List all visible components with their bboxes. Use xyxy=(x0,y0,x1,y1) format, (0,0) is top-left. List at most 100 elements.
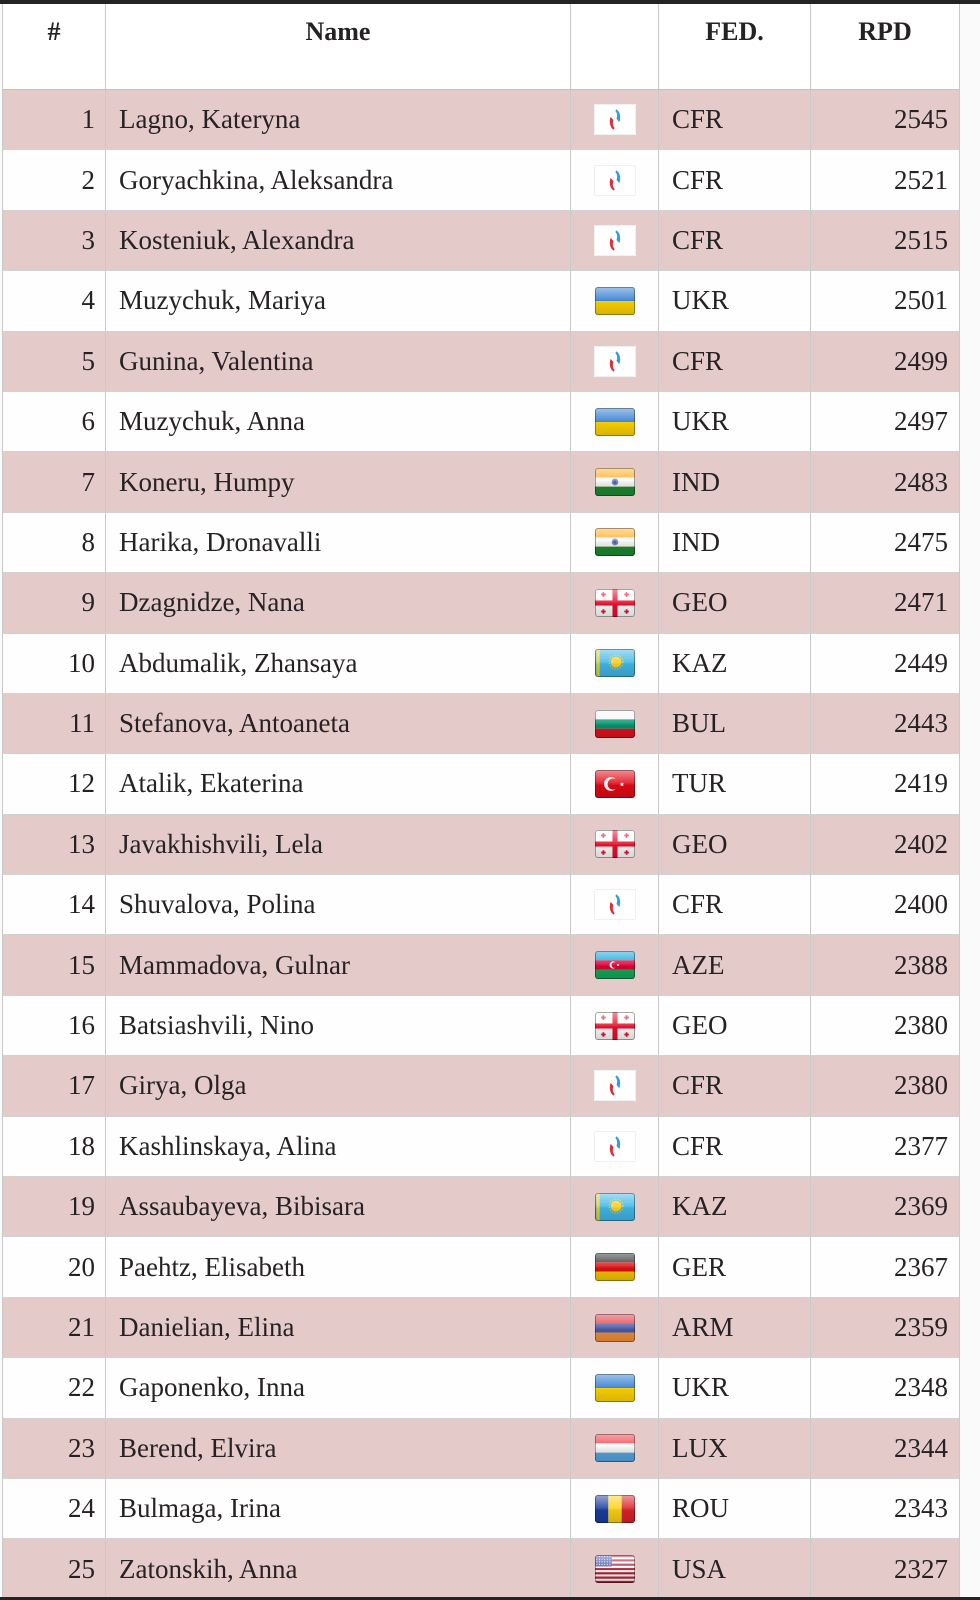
rpd-cell: 2327 xyxy=(894,1553,948,1584)
standings-table: # Name FED. RPD 1 Lagno, Kateryna CFR 25… xyxy=(2,4,960,1600)
rank-cell: 2 xyxy=(3,150,106,210)
player-name: Shuvalova, Polina xyxy=(106,875,571,935)
table-row: 14 Shuvalova, Polina CFR 2400 xyxy=(3,875,959,936)
flag-cell xyxy=(571,1539,659,1599)
flag-cfr-icon xyxy=(593,1070,636,1102)
fed-cell: ROU xyxy=(659,1478,811,1539)
rank-cell: 5 xyxy=(3,331,106,391)
flag-cell xyxy=(571,875,659,935)
player-name: Batsiashvili, Nino xyxy=(106,995,571,1056)
table-row: 3 Kosteniuk, Alexandra CFR 2515 xyxy=(3,210,959,272)
player-name: Muzychuk, Anna xyxy=(106,391,571,452)
player-name: Kashlinskaya, Alina xyxy=(106,1116,571,1177)
fed-cell: CFR xyxy=(659,90,811,150)
player-name: Girya, Olga xyxy=(106,1056,571,1116)
table-row: 1 Lagno, Kateryna CFR 2545 xyxy=(3,90,959,151)
rpd-cell: 2369 xyxy=(894,1191,948,1222)
player-name: Paehtz, Elisabeth xyxy=(106,1237,571,1297)
table-row: 10 Abdumalik, Zhansaya KAZ 2449 xyxy=(3,633,959,694)
flag-lux-icon xyxy=(594,1434,635,1463)
flag-tur-icon xyxy=(594,769,635,798)
rank-cell: 15 xyxy=(3,935,106,995)
rpd-cell: 2343 xyxy=(894,1493,948,1524)
rank-cell: 21 xyxy=(3,1297,106,1358)
player-name: Koneru, Humpy xyxy=(106,452,571,512)
table-row: 15 Mammadova, Gulnar AZE 2388 xyxy=(3,935,959,996)
fed-cell: UKR xyxy=(659,271,811,331)
rank-cell: 20 xyxy=(3,1237,106,1297)
rpd-cell: 2367 xyxy=(894,1251,948,1282)
rpd-cell: 2377 xyxy=(894,1130,948,1161)
flag-cell xyxy=(571,331,659,391)
flag-cell xyxy=(571,452,659,512)
fed-cell: AZE xyxy=(659,935,811,995)
fed-cell: KAZ xyxy=(659,633,811,693)
table-row: 4 Muzychuk, Mariya UKR 2501 xyxy=(3,271,959,332)
header-name: Name xyxy=(106,4,571,89)
flag-cell xyxy=(571,995,659,1056)
flag-ukr-icon xyxy=(594,286,635,315)
table-row: 21 Danielian, Elina ARM 2359 xyxy=(3,1297,959,1359)
rpd-cell: 2499 xyxy=(894,345,948,376)
player-name: Kosteniuk, Alexandra xyxy=(106,210,571,271)
flag-cfr-icon xyxy=(593,104,636,136)
flag-cell xyxy=(571,1056,659,1116)
table-row: 24 Bulmaga, Irina ROU 2343 xyxy=(3,1478,959,1540)
player-name: Harika, Dronavalli xyxy=(106,512,571,573)
rank-cell: 1 xyxy=(3,90,106,150)
rank-cell: 14 xyxy=(3,875,106,935)
rpd-cell: 2497 xyxy=(894,406,948,437)
header-fed: FED. xyxy=(659,4,811,89)
fed-cell: CFR xyxy=(659,150,811,210)
rank-cell: 11 xyxy=(3,693,106,754)
flag-arm-icon xyxy=(594,1313,635,1342)
rpd-cell: 2471 xyxy=(894,587,948,618)
table-row: 17 Girya, Olga CFR 2380 xyxy=(3,1056,959,1117)
rank-cell: 25 xyxy=(3,1539,106,1599)
table-row: 11 Stefanova, Antoaneta BUL 2443 xyxy=(3,693,959,755)
rpd-cell: 2449 xyxy=(894,647,948,678)
flag-cell xyxy=(571,1418,659,1478)
flag-cell xyxy=(571,814,659,875)
flag-cell xyxy=(571,271,659,331)
flag-cell xyxy=(571,693,659,754)
table-row: 18 Kashlinskaya, Alina CFR 2377 xyxy=(3,1116,959,1178)
fed-cell: GEO xyxy=(659,573,811,633)
flag-ukr-icon xyxy=(594,1373,635,1402)
player-name: Zatonskih, Anna xyxy=(106,1539,571,1599)
flag-cell xyxy=(571,1237,659,1297)
rank-cell: 7 xyxy=(3,452,106,512)
rank-cell: 19 xyxy=(3,1177,106,1237)
fed-cell: CFR xyxy=(659,1116,811,1177)
flag-ind-icon xyxy=(594,468,635,497)
rank-cell: 24 xyxy=(3,1478,106,1539)
rank-cell: 8 xyxy=(3,512,106,573)
header-rank: # xyxy=(3,4,106,89)
rpd-cell: 2344 xyxy=(894,1432,948,1463)
rank-cell: 13 xyxy=(3,814,106,875)
flag-cell xyxy=(571,391,659,452)
table-row: 19 Assaubayeva, Bibisara KAZ 2369 xyxy=(3,1177,959,1238)
table-row: 13 Javakhishvili, Lela GEO 2402 xyxy=(3,814,959,876)
fed-cell: GEO xyxy=(659,995,811,1056)
fed-cell: GEO xyxy=(659,814,811,875)
rpd-cell: 2483 xyxy=(894,466,948,497)
fed-cell: IND xyxy=(659,452,811,512)
rank-cell: 10 xyxy=(3,633,106,693)
fed-cell: BUL xyxy=(659,693,811,754)
rpd-cell: 2545 xyxy=(894,104,948,135)
player-name: Assaubayeva, Bibisara xyxy=(106,1177,571,1237)
rank-cell: 6 xyxy=(3,391,106,452)
header-rpd: RPD xyxy=(858,17,912,46)
fed-cell: LUX xyxy=(659,1418,811,1478)
flag-cell xyxy=(571,512,659,573)
player-name: Javakhishvili, Lela xyxy=(106,814,571,875)
player-name: Bulmaga, Irina xyxy=(106,1478,571,1539)
rpd-cell: 2419 xyxy=(894,768,948,799)
flag-geo-icon xyxy=(594,830,635,859)
flag-cell xyxy=(571,150,659,210)
rank-cell: 9 xyxy=(3,573,106,633)
flag-cell xyxy=(571,1358,659,1418)
flag-kaz-icon xyxy=(594,1192,635,1221)
player-name: Gunina, Valentina xyxy=(106,331,571,391)
